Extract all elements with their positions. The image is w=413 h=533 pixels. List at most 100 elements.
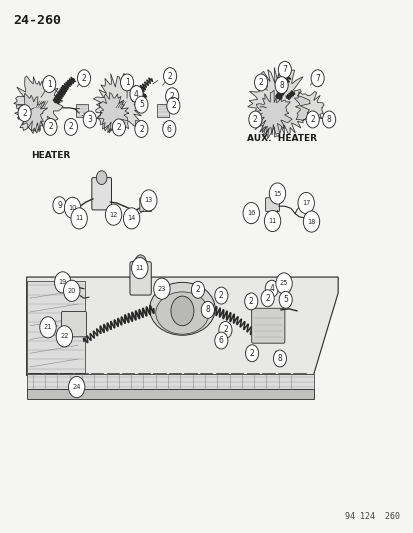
Text: 8: 8: [326, 115, 331, 124]
Circle shape: [83, 111, 96, 128]
Text: 21: 21: [44, 324, 52, 330]
Circle shape: [140, 190, 157, 211]
Circle shape: [120, 74, 133, 91]
Polygon shape: [247, 68, 310, 139]
Circle shape: [112, 119, 125, 136]
Text: 94 124  260: 94 124 260: [344, 512, 399, 521]
Circle shape: [71, 208, 87, 229]
Polygon shape: [97, 93, 128, 133]
Text: 12: 12: [109, 212, 117, 217]
Circle shape: [64, 197, 81, 219]
Bar: [27, 281, 85, 373]
Text: 16: 16: [247, 210, 255, 216]
Circle shape: [265, 280, 278, 297]
FancyBboxPatch shape: [130, 262, 151, 295]
Circle shape: [56, 326, 72, 347]
Circle shape: [163, 68, 176, 85]
Text: 2: 2: [223, 326, 227, 335]
FancyBboxPatch shape: [265, 198, 279, 212]
Circle shape: [273, 350, 286, 367]
Text: 11: 11: [75, 215, 83, 221]
Text: 3: 3: [87, 115, 92, 124]
Circle shape: [68, 376, 85, 398]
Circle shape: [64, 118, 77, 135]
Circle shape: [254, 74, 267, 91]
Text: 6: 6: [218, 336, 223, 345]
Text: 7: 7: [282, 65, 287, 74]
Text: 11: 11: [268, 218, 276, 224]
Polygon shape: [253, 90, 292, 135]
Circle shape: [248, 111, 261, 128]
Circle shape: [322, 111, 335, 128]
Text: 17: 17: [301, 200, 310, 206]
Text: 2: 2: [167, 71, 172, 80]
Text: 25: 25: [279, 280, 287, 286]
Circle shape: [135, 96, 147, 113]
Circle shape: [218, 321, 231, 338]
Polygon shape: [93, 74, 143, 135]
Text: 14: 14: [127, 215, 135, 221]
Circle shape: [264, 211, 280, 232]
Circle shape: [135, 255, 146, 270]
Text: 5: 5: [139, 100, 143, 109]
Text: 18: 18: [306, 219, 315, 224]
Text: 2: 2: [69, 123, 73, 132]
Text: 11: 11: [135, 265, 144, 271]
Text: 24: 24: [72, 384, 81, 390]
Circle shape: [135, 120, 147, 138]
Circle shape: [130, 86, 143, 102]
Bar: [76, 104, 88, 117]
Text: 2: 2: [258, 78, 263, 87]
FancyBboxPatch shape: [251, 308, 284, 343]
Text: 2: 2: [169, 92, 174, 101]
Circle shape: [162, 120, 176, 138]
Circle shape: [275, 273, 292, 294]
Ellipse shape: [149, 282, 215, 335]
Circle shape: [306, 111, 318, 128]
Circle shape: [77, 70, 90, 87]
Circle shape: [214, 332, 227, 349]
Text: 2: 2: [81, 74, 86, 83]
Text: 5: 5: [282, 295, 287, 304]
Circle shape: [303, 211, 319, 232]
Circle shape: [40, 317, 56, 338]
Text: 2: 2: [171, 101, 176, 110]
Text: 20: 20: [67, 288, 76, 294]
FancyBboxPatch shape: [140, 198, 151, 212]
Text: 15: 15: [273, 190, 281, 197]
Text: 1: 1: [47, 79, 52, 88]
Circle shape: [268, 183, 285, 204]
Bar: [27, 374, 313, 389]
Circle shape: [96, 171, 107, 184]
Circle shape: [43, 76, 56, 93]
Text: 7: 7: [314, 74, 319, 83]
Circle shape: [214, 287, 227, 304]
FancyBboxPatch shape: [92, 177, 111, 210]
Text: 2: 2: [139, 125, 143, 133]
Text: 4: 4: [134, 90, 139, 99]
Text: 2: 2: [116, 123, 121, 132]
Polygon shape: [26, 277, 337, 375]
Text: 22: 22: [60, 333, 69, 340]
Circle shape: [55, 272, 71, 293]
Circle shape: [278, 61, 291, 78]
Text: 8: 8: [277, 354, 282, 363]
Text: 8: 8: [278, 80, 283, 90]
Circle shape: [242, 203, 259, 224]
Text: 13: 13: [144, 197, 152, 204]
Circle shape: [131, 257, 147, 279]
Circle shape: [297, 192, 313, 214]
Circle shape: [105, 204, 121, 225]
Text: 1: 1: [124, 78, 129, 87]
Polygon shape: [294, 92, 323, 125]
Bar: [27, 389, 313, 399]
Circle shape: [153, 278, 170, 300]
Text: 2: 2: [22, 109, 27, 118]
Circle shape: [245, 345, 258, 362]
Text: 6: 6: [166, 125, 171, 133]
Text: 2: 2: [195, 285, 200, 294]
Text: 24-260: 24-260: [14, 14, 62, 27]
Bar: [157, 104, 169, 117]
Circle shape: [64, 280, 80, 301]
FancyBboxPatch shape: [62, 311, 86, 337]
